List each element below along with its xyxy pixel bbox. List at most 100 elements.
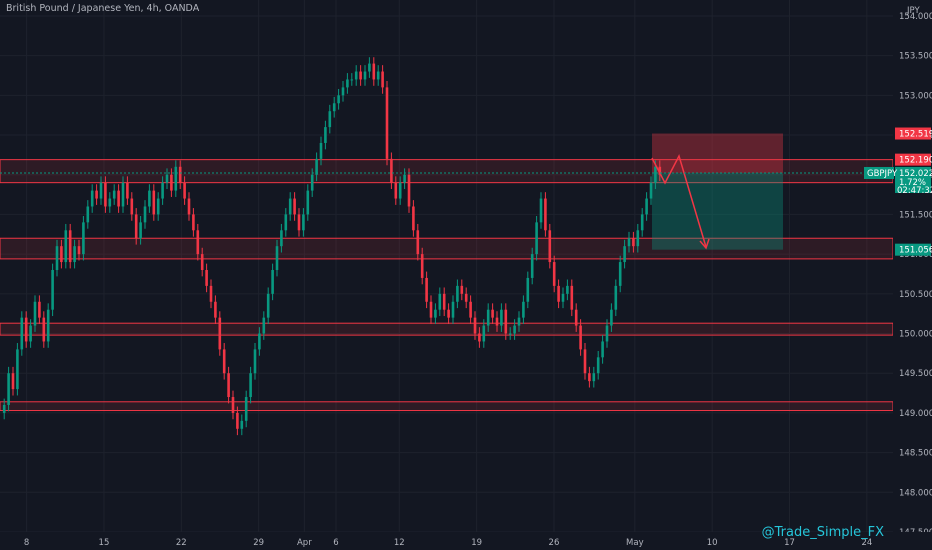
- candle-body: [592, 373, 596, 382]
- candle-body: [359, 71, 362, 80]
- candle-body: [134, 214, 138, 239]
- candle-body: [262, 317, 266, 334]
- candle-body: [491, 309, 494, 318]
- candle-body: [2, 404, 6, 413]
- candle-body: [205, 270, 208, 286]
- y-tick-label: 154.000: [899, 12, 932, 22]
- candle-body: [654, 166, 657, 183]
- candle-body: [513, 325, 516, 334]
- candle-body: [354, 71, 358, 80]
- candle-body: [623, 246, 626, 263]
- zone-rect: [0, 401, 894, 412]
- candle-body: [60, 246, 63, 263]
- candle-body: [7, 373, 10, 405]
- candle-body: [156, 198, 160, 215]
- candle-body: [561, 293, 565, 302]
- time-axis: [0, 532, 932, 550]
- candle-body: [95, 190, 98, 199]
- candle-body: [324, 127, 327, 143]
- candle-body: [478, 333, 481, 342]
- candle-body: [341, 87, 345, 96]
- candle-body: [632, 238, 635, 247]
- candle-body: [610, 309, 613, 326]
- candle-body: [425, 277, 428, 302]
- candle-body: [253, 349, 257, 374]
- candle-body: [104, 182, 107, 207]
- candle-body: [469, 301, 472, 318]
- projection-arrow-icon: [699, 238, 710, 250]
- candle-body: [535, 222, 538, 255]
- price-label-box: [895, 127, 931, 140]
- candle-body: [310, 174, 314, 191]
- candle-body: [442, 293, 446, 310]
- candle-body: [11, 373, 15, 390]
- x-tick-label: Apr: [297, 538, 312, 548]
- x-tick-label: 12: [394, 538, 405, 548]
- candle-body: [139, 222, 142, 239]
- candle-body: [77, 246, 81, 255]
- candle-body: [222, 349, 226, 374]
- candle-body: [29, 325, 32, 342]
- x-tick-label: 22: [176, 538, 187, 548]
- candle-body: [148, 190, 151, 207]
- candle-body: [244, 397, 248, 421]
- candle-body: [456, 285, 459, 302]
- y-tick-label: 148.000: [899, 488, 932, 498]
- candle-body: [570, 285, 574, 310]
- candle-body: [42, 317, 46, 342]
- current-price-text: 152.022: [899, 169, 932, 179]
- zone-rect: [0, 322, 894, 336]
- symbol-text: GBPJPY: [867, 169, 898, 179]
- y-tick-label: 149.500: [899, 369, 932, 379]
- candle-body: [460, 285, 464, 294]
- y-tick-label: 150.500: [899, 290, 932, 300]
- candle-body: [385, 87, 389, 159]
- candle-body: [530, 254, 534, 278]
- candle-body: [178, 166, 182, 183]
- price-label-text: 151.056: [899, 246, 932, 256]
- candle-body: [363, 71, 367, 80]
- price-label-text: 152.190: [899, 156, 932, 166]
- countdown-text: 02:47:32: [897, 186, 932, 196]
- candle-body: [214, 301, 217, 318]
- candle-body: [548, 230, 552, 263]
- take-profit-box: [652, 172, 783, 250]
- candle-body: [280, 230, 283, 247]
- chart-title: British Pound / Japanese Yen, 4h, OANDA: [6, 3, 200, 14]
- candle-body: [438, 293, 442, 310]
- candle-body: [275, 246, 279, 270]
- candle-body: [24, 317, 28, 342]
- candle-body: [526, 277, 530, 302]
- x-tick-label: 10: [707, 538, 718, 548]
- candle-body: [33, 301, 37, 326]
- candle-body: [645, 198, 648, 215]
- candle-body: [627, 238, 631, 247]
- x-tick-label: May: [626, 538, 644, 548]
- x-tick-label: 15: [99, 538, 110, 548]
- candle-body: [130, 198, 134, 215]
- x-tick-label: 24: [861, 538, 872, 548]
- candle-body: [90, 190, 94, 207]
- candle-body: [126, 182, 129, 199]
- price-label-box: [895, 153, 931, 166]
- candle-body: [618, 262, 622, 286]
- candle-body: [82, 222, 85, 255]
- current-change-text: 1.72%: [899, 178, 926, 188]
- price-axis: [893, 0, 932, 550]
- candle-body: [284, 214, 288, 231]
- candle-body: [117, 190, 120, 207]
- candle-body: [288, 198, 292, 215]
- candle-body: [557, 285, 560, 302]
- candle-body: [429, 301, 433, 318]
- candle-body: [522, 301, 525, 318]
- candle-body: [306, 190, 310, 215]
- symbol-box: [864, 166, 894, 179]
- candle-body: [249, 373, 252, 398]
- candle-body: [579, 325, 582, 350]
- candle-body: [649, 182, 653, 199]
- x-tick-label: 8: [24, 538, 29, 548]
- candle-body: [508, 333, 512, 335]
- candle-body: [394, 182, 398, 199]
- candle-body: [192, 214, 195, 231]
